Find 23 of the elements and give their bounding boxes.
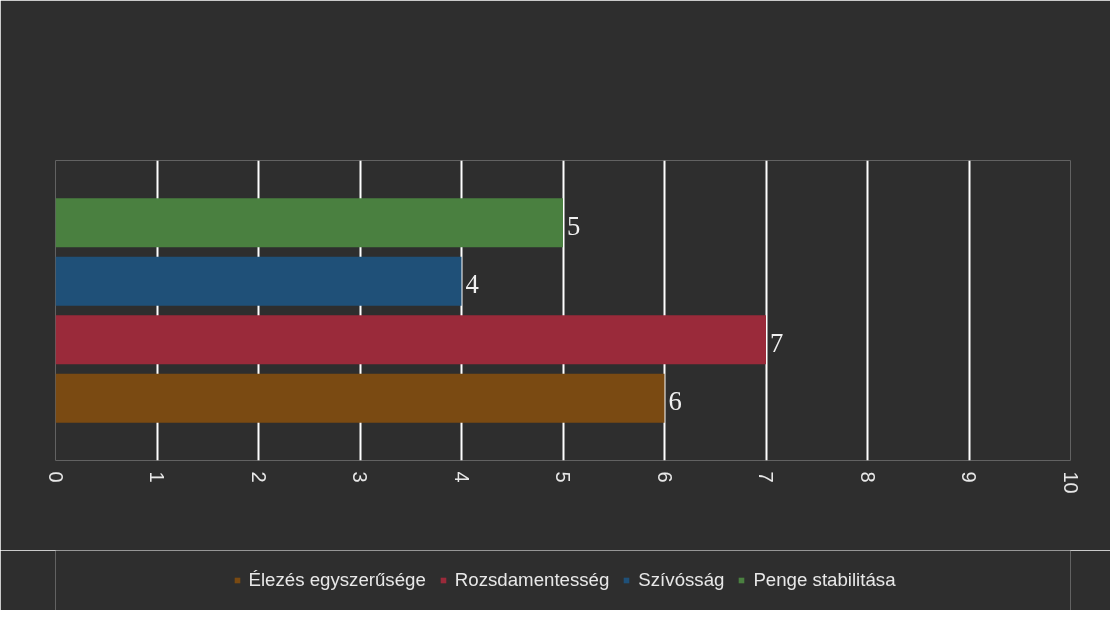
x-tick-label: 8 xyxy=(856,471,879,483)
data-label: 5 xyxy=(567,210,581,241)
data-label: 7 xyxy=(770,327,784,358)
bar xyxy=(55,256,462,306)
x-tick-label: 9 xyxy=(958,471,980,483)
x-tick-label: 4 xyxy=(450,471,473,483)
x-tick-label: 1 xyxy=(146,471,168,483)
legend-label: Élezés egyszerűsége xyxy=(248,569,426,591)
bar xyxy=(55,198,563,248)
x-tick-label: 6 xyxy=(653,471,676,483)
legend-label: Penge stabilitása xyxy=(753,569,896,591)
legend-label: Rozsdamentesség xyxy=(454,569,610,591)
bar xyxy=(55,373,665,423)
x-tick-label: 7 xyxy=(755,471,777,483)
x-tick-label: 3 xyxy=(349,471,371,483)
x-tick-label: 10 xyxy=(1059,471,1082,494)
data-label: 6 xyxy=(668,386,682,417)
bar xyxy=(55,315,766,365)
x-tick-label: 0 xyxy=(44,471,67,483)
legend-label: Szívósság xyxy=(638,569,725,591)
x-tick-label: 5 xyxy=(552,471,574,483)
data-label: 4 xyxy=(465,269,479,300)
x-tick-label: 2 xyxy=(247,471,270,483)
